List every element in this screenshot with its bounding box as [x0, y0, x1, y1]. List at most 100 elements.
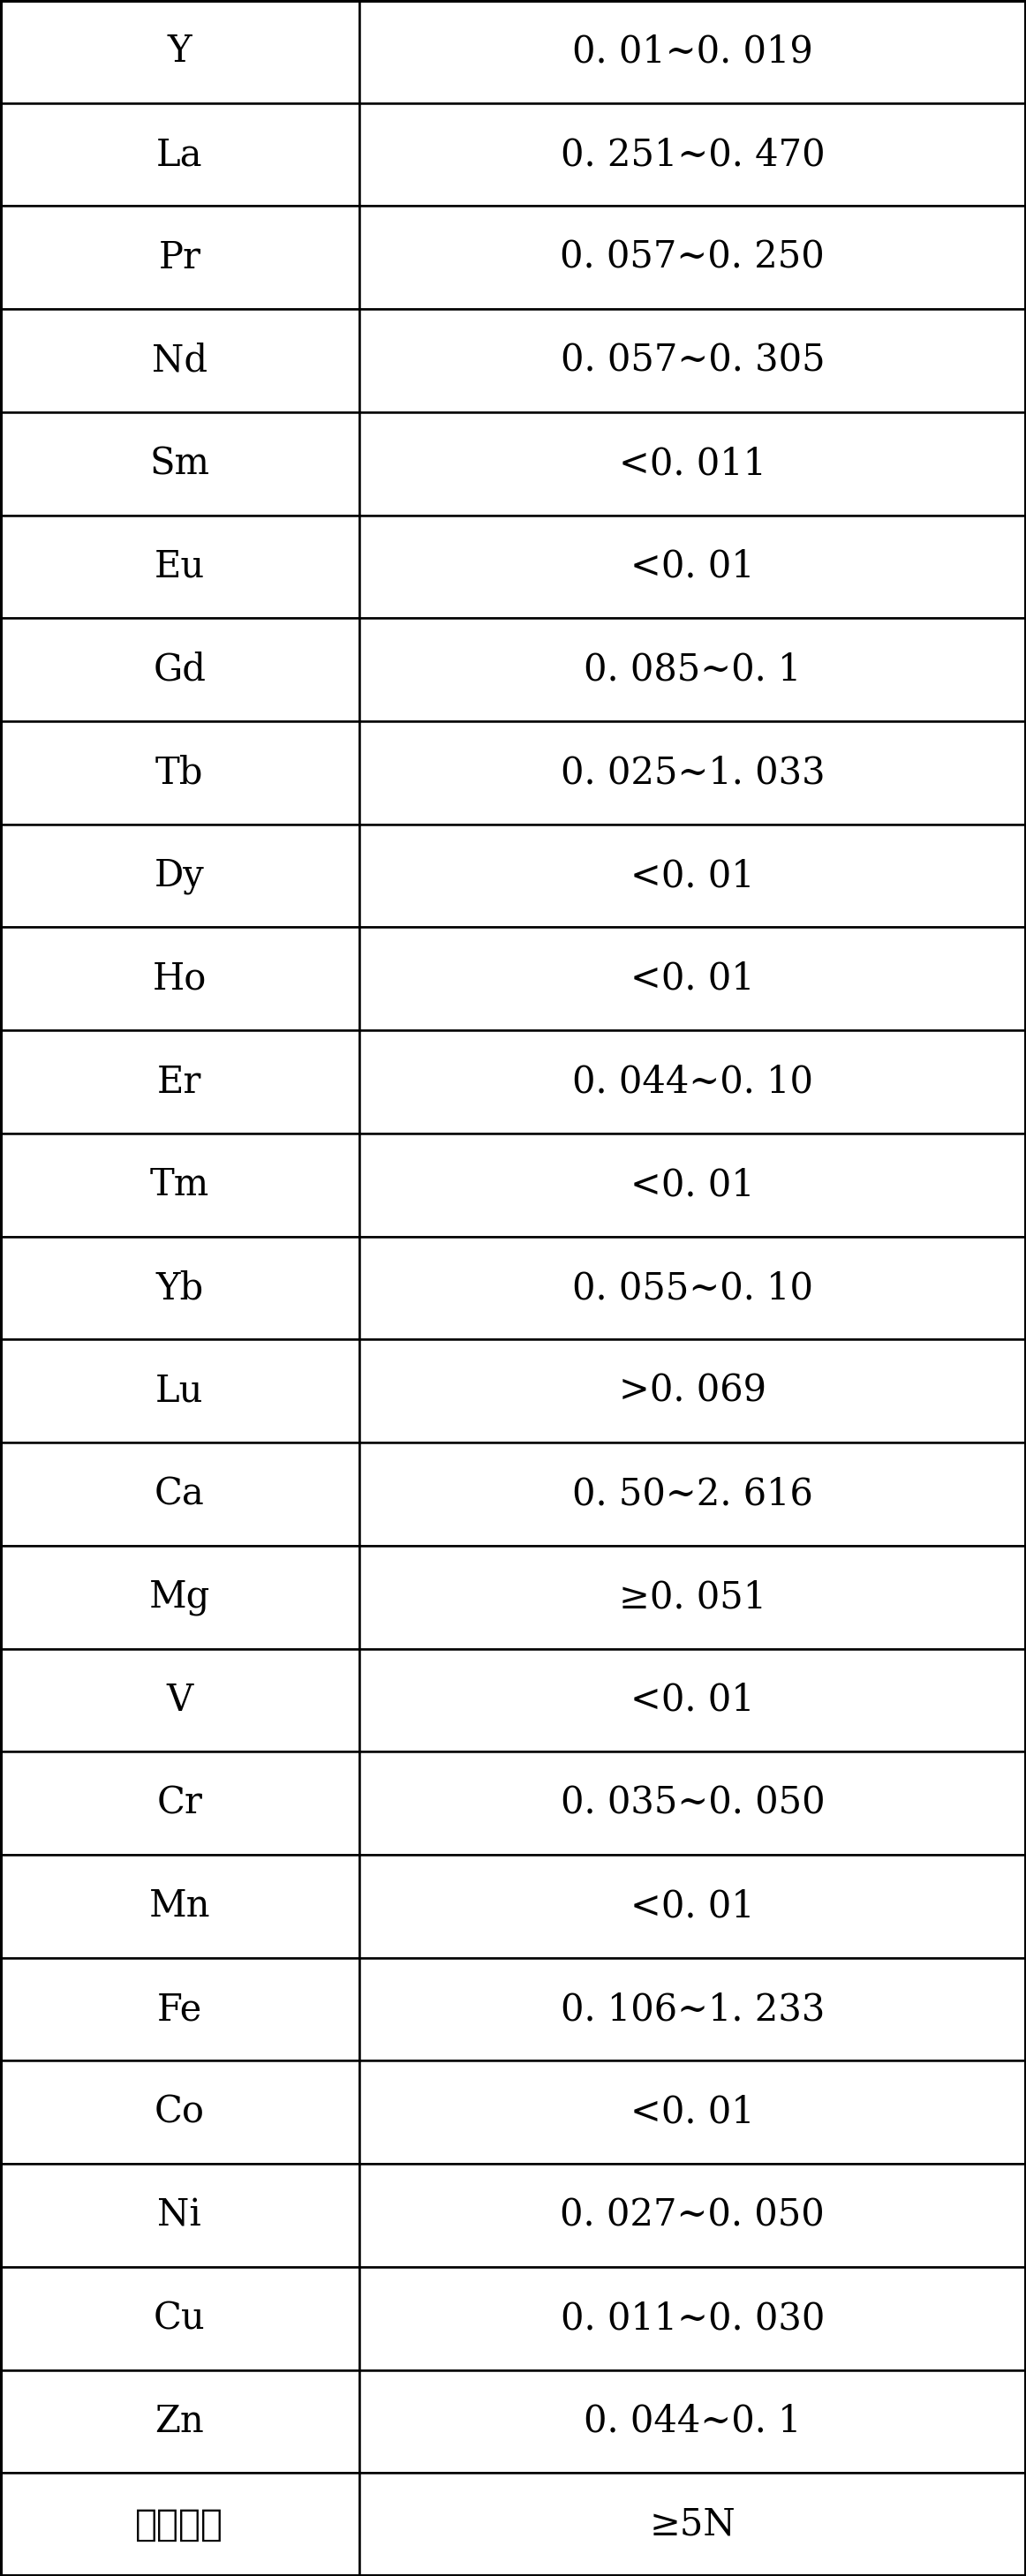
Bar [0, 2267, 359, 2370]
Bar [359, 515, 1026, 618]
Bar [359, 2473, 1026, 2576]
Text: Nd: Nd [152, 343, 207, 379]
Bar [0, 1752, 359, 1855]
Text: <0. 01: <0. 01 [630, 1167, 755, 1203]
Text: 0. 106~1. 233: 0. 106~1. 233 [560, 1991, 825, 2027]
Text: Dy: Dy [155, 858, 204, 894]
Text: Co: Co [154, 2094, 205, 2130]
Text: 0. 085~0. 1: 0. 085~0. 1 [584, 652, 801, 688]
Text: 0. 057~0. 250: 0. 057~0. 250 [560, 240, 825, 276]
Text: Cr: Cr [157, 1785, 202, 1821]
Bar [359, 1340, 1026, 1443]
Text: 0. 011~0. 030: 0. 011~0. 030 [560, 2300, 825, 2336]
Text: Mg: Mg [149, 1579, 210, 1615]
Bar [359, 1030, 1026, 1133]
Bar [0, 1855, 359, 1958]
Bar [359, 103, 1026, 206]
Text: Pr: Pr [158, 240, 201, 276]
Bar [0, 927, 359, 1030]
Text: Ni: Ni [158, 2197, 201, 2233]
Bar [359, 824, 1026, 927]
Bar [359, 1649, 1026, 1752]
Bar [359, 412, 1026, 515]
Text: La: La [156, 137, 203, 173]
Text: Cu: Cu [154, 2300, 205, 2336]
Bar [0, 1340, 359, 1443]
Text: 0. 025~1. 033: 0. 025~1. 033 [560, 755, 825, 791]
Text: 0. 035~0. 050: 0. 035~0. 050 [560, 1785, 825, 1821]
Text: 0. 027~0. 050: 0. 027~0. 050 [560, 2197, 825, 2233]
Bar [0, 515, 359, 618]
Text: Er: Er [157, 1064, 202, 1100]
Bar [359, 2164, 1026, 2267]
Text: Ho: Ho [153, 961, 206, 997]
Bar [359, 309, 1026, 412]
Bar [0, 1443, 359, 1546]
Text: 0. 251~0. 470: 0. 251~0. 470 [560, 137, 825, 173]
Text: ≥5N: ≥5N [649, 2506, 736, 2543]
Bar [359, 1855, 1026, 1958]
Text: Mn: Mn [149, 1888, 210, 1924]
Text: V: V [166, 1682, 193, 1718]
Text: Ca: Ca [155, 1476, 204, 1512]
Bar [0, 2370, 359, 2473]
Bar [359, 1958, 1026, 2061]
Text: <0. 01: <0. 01 [630, 549, 755, 585]
Text: <0. 01: <0. 01 [630, 858, 755, 894]
Bar [0, 2061, 359, 2164]
Text: ≥0. 051: ≥0. 051 [619, 1579, 766, 1615]
Bar [0, 309, 359, 412]
Text: Gd: Gd [153, 652, 206, 688]
Bar [359, 2061, 1026, 2164]
Text: Sm: Sm [150, 446, 209, 482]
Text: Eu: Eu [154, 549, 205, 585]
Text: Tb: Tb [156, 755, 203, 791]
Text: 0. 055~0. 10: 0. 055~0. 10 [573, 1270, 813, 1306]
Bar [0, 2473, 359, 2576]
Text: 0. 50~2. 616: 0. 50~2. 616 [573, 1476, 813, 1512]
Text: <0. 01: <0. 01 [630, 2094, 755, 2130]
Bar [0, 206, 359, 309]
Text: >0. 069: >0. 069 [619, 1373, 766, 1409]
Text: <0. 01: <0. 01 [630, 1888, 755, 1924]
Text: 0. 044~0. 10: 0. 044~0. 10 [573, 1064, 813, 1100]
Text: <0. 011: <0. 011 [619, 446, 766, 482]
Bar [0, 103, 359, 206]
Text: 0. 057~0. 305: 0. 057~0. 305 [560, 343, 825, 379]
Text: Lu: Lu [156, 1373, 203, 1409]
Bar [359, 2370, 1026, 2473]
Bar [0, 1236, 359, 1340]
Text: 相对纯度: 相对纯度 [135, 2506, 224, 2543]
Bar [359, 1752, 1026, 1855]
Text: Zn: Zn [155, 2403, 204, 2439]
Bar [0, 2164, 359, 2267]
Bar [359, 721, 1026, 824]
Text: Tm: Tm [150, 1167, 209, 1203]
Text: Yb: Yb [156, 1270, 203, 1306]
Bar [0, 618, 359, 721]
Text: Y: Y [167, 33, 192, 70]
Bar [0, 824, 359, 927]
Bar [359, 2267, 1026, 2370]
Bar [0, 0, 359, 103]
Bar [359, 1133, 1026, 1236]
Bar [0, 1649, 359, 1752]
Bar [0, 1030, 359, 1133]
Text: 0. 044~0. 1: 0. 044~0. 1 [584, 2403, 801, 2439]
Bar [359, 1236, 1026, 1340]
Bar [0, 721, 359, 824]
Bar [359, 1443, 1026, 1546]
Bar [359, 1546, 1026, 1649]
Bar [0, 1958, 359, 2061]
Bar [0, 1546, 359, 1649]
Text: 0. 01~0. 019: 0. 01~0. 019 [573, 33, 813, 70]
Text: <0. 01: <0. 01 [630, 961, 755, 997]
Bar [0, 1133, 359, 1236]
Bar [359, 618, 1026, 721]
Bar [359, 927, 1026, 1030]
Text: <0. 01: <0. 01 [630, 1682, 755, 1718]
Bar [0, 412, 359, 515]
Text: Fe: Fe [157, 1991, 202, 2027]
Bar [359, 0, 1026, 103]
Bar [359, 206, 1026, 309]
